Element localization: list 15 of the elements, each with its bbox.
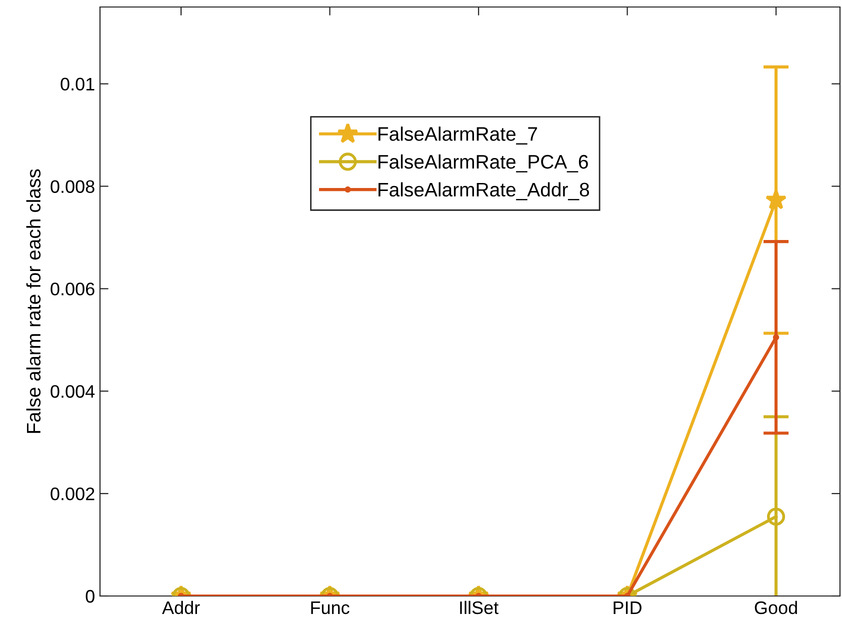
x-tick-label: Good [754,600,797,614]
x-tick-label: Func [311,602,350,614]
y-axis-title: False alarm rate for each class [26,169,41,433]
y-tick-label: 0 [86,590,94,603]
legend-label: FalseAlarmRate_Addr_8 [378,182,590,200]
x-tick-label: IllSet [460,600,498,614]
legend-label: FalseAlarmRate_PCA_6 [378,154,588,172]
legend-label: FalseAlarmRate_7 [378,126,537,145]
y-tick-label: 0.006 [50,282,94,296]
y-tick-label: 0.002 [50,488,94,500]
x-tick-label: Addr [162,600,200,614]
x-tick-label: PID [614,602,642,614]
y-tick-label: 0.008 [50,180,94,193]
y-tick-label: 0.004 [50,385,95,398]
y-tick-label: 0.01 [60,78,94,91]
